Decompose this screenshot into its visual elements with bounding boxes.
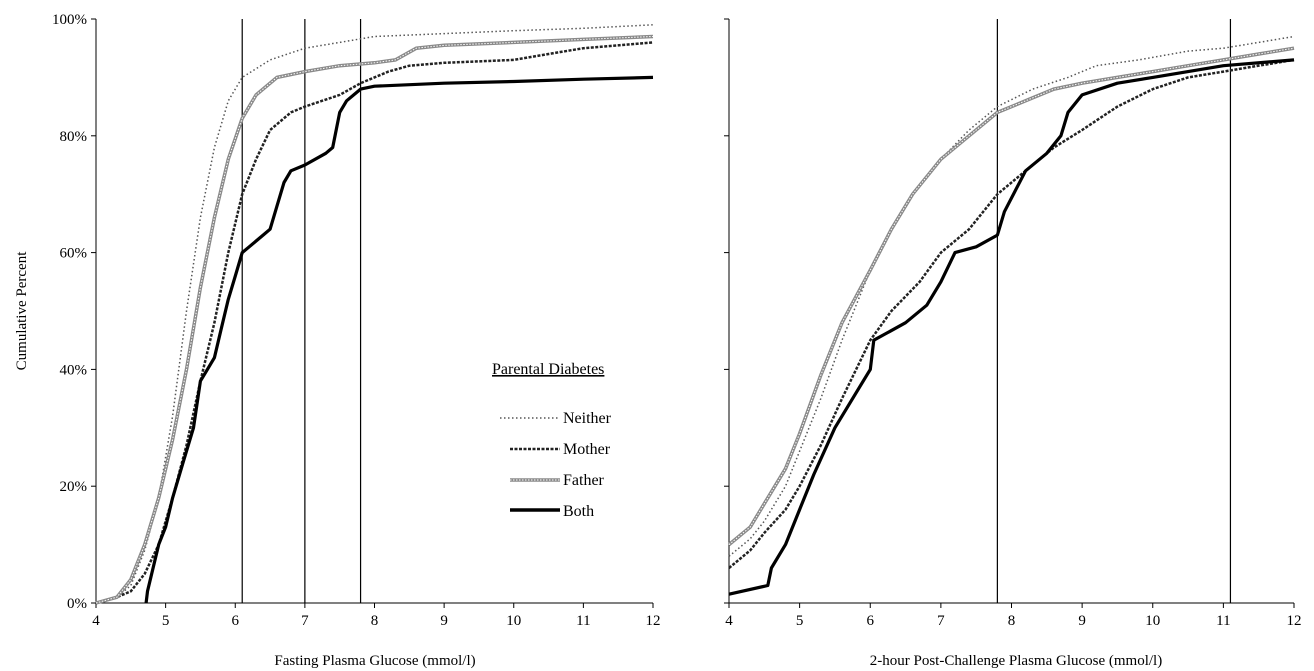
- x-tick-label-fasting-7: 11: [576, 613, 590, 629]
- x-tick-label-fasting-8: 12: [646, 613, 661, 629]
- series-neither-fasting: [95, 24, 654, 604]
- x-tick-label-2hour-0: 4: [725, 613, 733, 629]
- x-tick-label-fasting-0: 4: [92, 613, 100, 629]
- x-tick-label-fasting-2: 6: [232, 613, 240, 629]
- y-tick-label-4: 80%: [60, 129, 88, 145]
- x-tick-label-fasting-1: 5: [162, 613, 170, 629]
- series-mother-2hour: [728, 58, 1295, 569]
- legend-label-both: Both: [563, 503, 594, 520]
- x-tick-label-fasting-4: 8: [371, 613, 379, 629]
- x-tick-label-2hour-5: 9: [1078, 613, 1086, 629]
- x-tick-label-2hour-1: 5: [796, 613, 804, 629]
- x-tick-label-fasting-3: 7: [301, 613, 309, 629]
- series-father-fasting-inner: [95, 36, 654, 604]
- x-tick-label-fasting-5: 9: [440, 613, 448, 629]
- x-tick-label-2hour-3: 7: [937, 613, 945, 629]
- y-tick-label-2: 40%: [60, 362, 88, 378]
- series-father-2hour: [727, 46, 1295, 546]
- series-both-2hour: [728, 58, 1295, 596]
- x-tick-label-2hour-4: 8: [1008, 613, 1016, 629]
- chart-2hour: 4 5 6 7 8 9 10 11 12 2-hour Post-Challenge Plasm…: [724, 18, 1302, 669]
- y-axis-label: Cumulative Percent: [14, 251, 30, 371]
- x-axis-label-2hour: 2-hour Post-Challenge Plasma Glucose (mm…: [870, 653, 1162, 669]
- y-tick-label-5: 100%: [52, 12, 87, 28]
- legend-title: Parental Diabetes: [492, 361, 604, 378]
- legend: Parental Diabetes Neither Mother Father …: [492, 361, 612, 520]
- chart-fasting: 4 5 6 7 8 9 10 11 12 0% 20% 40% 60% 80% 100% Cumulativ…: [14, 12, 661, 669]
- y-tick-label-1: 20%: [60, 479, 88, 495]
- x-tick-label-fasting-6: 10: [506, 613, 521, 629]
- x-axis-label-fasting: Fasting Plasma Glucose (mmol/l): [274, 653, 475, 669]
- series-father-2hour-inner: [728, 47, 1295, 545]
- x-tick-label-2hour-2: 6: [867, 613, 875, 629]
- plot-area-fasting: 4 5 6 7 8 9 10 11 12 0% 20% 40% 60% 80% 100%: [52, 12, 661, 629]
- legend-label-mother: Mother: [563, 441, 611, 458]
- series-both-fasting: [144, 75, 654, 604]
- x-tick-label-2hour-6: 10: [1145, 613, 1160, 629]
- y-tick-label-3: 60%: [60, 246, 88, 262]
- plot-area-2hour: 4 5 6 7 8 9 10 11 12: [724, 18, 1302, 629]
- y-tick-label-0: 0%: [67, 596, 87, 612]
- x-tick-label-2hour-7: 11: [1216, 613, 1230, 629]
- legend-label-neither: Neither: [563, 410, 612, 427]
- x-tick-label-2hour-8: 12: [1287, 613, 1302, 629]
- legend-label-father: Father: [563, 472, 605, 489]
